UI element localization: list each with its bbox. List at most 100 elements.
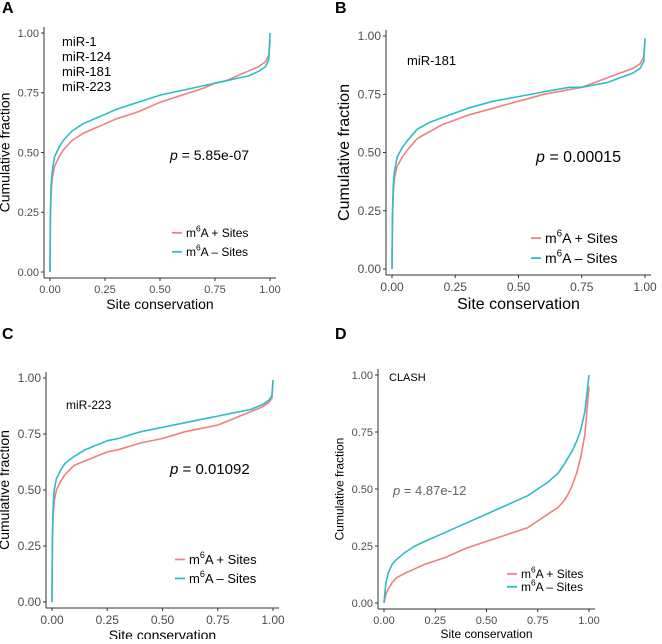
- x-tick-label: 0.50: [507, 280, 531, 294]
- x-tick-label: 0.25: [444, 280, 468, 294]
- legend-suffix: A + Sites: [201, 226, 249, 240]
- legend-label-1: m6A – Sites: [186, 243, 248, 259]
- legend-superscript: 6: [196, 243, 201, 253]
- y-tick-label: 0.50: [358, 146, 382, 160]
- x-tick-label: 0.75: [527, 615, 548, 627]
- p-value-symbol: p: [169, 147, 178, 163]
- p-value-number: = 4.87e-12: [400, 483, 466, 498]
- p-value-text: p = 5.85e-07: [169, 147, 249, 163]
- series-line-1: [51, 380, 274, 603]
- x-axis-title: Site conservation: [109, 627, 216, 639]
- x-tick-label: 0.25: [96, 613, 120, 627]
- legend-suffix: A + Sites: [562, 230, 618, 246]
- p-value-number: = 0.00015: [545, 149, 621, 166]
- chart-c: 0.00 0.25 0.50 0.75 1.00 0.00 0.25 0.50 0.75 1.00…: [0, 371, 285, 643]
- y-tick-label: 0.25: [18, 539, 42, 553]
- x-tick-label: 1.00: [578, 615, 599, 627]
- legend-superscript: 6: [196, 224, 201, 234]
- x-tick-label: 0.50: [476, 615, 497, 627]
- p-value-symbol: p: [392, 483, 400, 498]
- legend-superscript: 6: [200, 569, 205, 579]
- legend-prefix: m: [186, 226, 196, 240]
- panel-d: D 0.00 0.25 0.50 0.75 1.00 0.00 0.25 0.50 0.75 1.…: [331, 320, 662, 641]
- p-value-text: p = 4.87e-12: [392, 483, 466, 498]
- annotation-label: miR-223: [66, 398, 112, 412]
- legend-suffix: A – Sites: [536, 580, 583, 594]
- p-value-text: p = 0.01092: [169, 461, 250, 478]
- legend-label-1: m6A – Sites: [545, 249, 617, 266]
- legend-suffix: A – Sites: [562, 250, 617, 266]
- legend-superscript: 6: [200, 550, 205, 560]
- p-value-number: = 0.01092: [178, 461, 249, 478]
- x-tick-label: 0.50: [149, 284, 170, 296]
- panel-c: C 0.00 0.25 0.50 0.75 1.00 0.00 0.25 0.50 0.75 1.…: [0, 320, 331, 643]
- x-tick-label: 1.00: [259, 284, 280, 296]
- p-value-symbol: p: [535, 149, 545, 166]
- legend-prefix: m: [189, 571, 200, 586]
- y-tick-label: 0.50: [18, 483, 42, 497]
- x-tick-label: 0.75: [206, 613, 230, 627]
- legend-superscript: 6: [531, 578, 536, 588]
- y-tick-label: 1.00: [358, 29, 382, 43]
- legend-label-0: m6A + Sites: [545, 229, 618, 246]
- series-line-0: [391, 40, 646, 270]
- x-tick-label: 0.25: [425, 615, 446, 627]
- y-tick-label: 0.00: [352, 598, 373, 610]
- series-line-0: [51, 380, 274, 603]
- legend-label-0: m6A + Sites: [186, 224, 248, 240]
- panel-a: A 0.00 0.25 0.50 0.75 1.00 0.00 0.25 0.50 0.75 1.…: [0, 0, 331, 320]
- y-tick-label: 0.50: [18, 147, 39, 159]
- p-value-number: = 5.85e-07: [178, 147, 249, 163]
- legend-superscript: 6: [557, 229, 563, 240]
- y-axis-title: Cumulative fraction: [332, 438, 346, 541]
- annotation-label: CLASH: [389, 372, 426, 384]
- panel-letter-a: A: [2, 0, 14, 17]
- x-tick-label: 0.00: [40, 613, 64, 627]
- x-axis-title: Site conservation: [440, 627, 532, 639]
- legend-label-1: m6A – Sites: [189, 569, 257, 586]
- x-tick-label: 0.75: [570, 280, 594, 294]
- panel-letter-b: B: [335, 0, 347, 17]
- y-tick-label: 0.00: [18, 267, 39, 279]
- legend-prefix: m: [545, 230, 557, 246]
- x-tick-label: 0.50: [151, 613, 175, 627]
- x-tick-label: 0.25: [94, 284, 115, 296]
- annotation-label: miR-181: [62, 64, 111, 79]
- legend-prefix: m: [521, 567, 531, 581]
- legend-prefix: m: [545, 250, 557, 266]
- series-line-0: [383, 386, 590, 604]
- legend-superscript: 6: [557, 249, 563, 260]
- annotation-label: miR-124: [62, 49, 111, 64]
- legend-label-0: m6A + Sites: [521, 565, 583, 581]
- series-line-1: [391, 38, 646, 270]
- y-tick-label: 0.75: [18, 88, 39, 100]
- panel-letter-c: C: [2, 326, 14, 343]
- legend-superscript: 6: [531, 565, 536, 575]
- legend-suffix: A – Sites: [205, 571, 257, 586]
- y-tick-label: 1.00: [18, 28, 39, 40]
- x-tick-label: 0.00: [380, 280, 404, 294]
- series-line-1: [383, 374, 590, 604]
- panel-letter-d: D: [335, 326, 347, 343]
- p-value-text: p = 0.00015: [535, 149, 621, 166]
- y-tick-label: 0.75: [358, 87, 382, 101]
- y-tick-label: 0.50: [352, 484, 373, 496]
- y-tick-label: 0.25: [352, 541, 373, 553]
- chart-b: 0.00 0.25 0.50 0.75 1.00 0.00 0.25 0.50 0.75 1.00…: [336, 29, 657, 313]
- annotation-label: miR-223: [62, 79, 111, 94]
- y-tick-label: 0.00: [18, 595, 42, 609]
- y-tick-label: 1.00: [352, 370, 373, 382]
- y-tick-label: 0.75: [18, 427, 42, 441]
- x-axis-title: Site conservation: [106, 296, 213, 312]
- legend-suffix: A + Sites: [205, 552, 257, 567]
- x-tick-label: 1.00: [261, 613, 285, 627]
- legend-prefix: m: [186, 245, 196, 259]
- series-line-1: [49, 32, 271, 273]
- y-tick-label: 0.25: [358, 204, 382, 218]
- legend-prefix: m: [189, 552, 200, 567]
- y-axis-title: Cumulative fraction: [0, 430, 12, 550]
- x-tick-label: 0.75: [204, 284, 225, 296]
- annotation-label: miR-181: [407, 53, 456, 68]
- legend-suffix: A – Sites: [201, 245, 248, 259]
- annotation-label: miR-1: [62, 34, 97, 49]
